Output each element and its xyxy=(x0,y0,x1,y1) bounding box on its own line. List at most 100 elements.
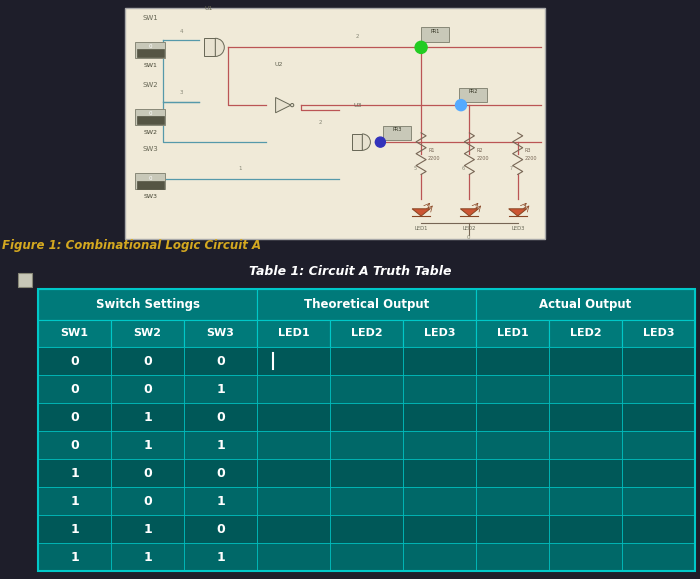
Bar xyxy=(476,459,549,487)
Bar xyxy=(257,459,330,487)
Text: 0: 0 xyxy=(216,467,225,479)
Bar xyxy=(18,273,32,287)
Bar xyxy=(38,431,111,459)
Text: 4: 4 xyxy=(180,30,183,35)
Bar xyxy=(622,320,695,347)
Text: SW2: SW2 xyxy=(142,82,158,87)
Bar xyxy=(38,459,111,487)
Bar xyxy=(111,543,184,571)
Bar xyxy=(549,487,622,515)
Text: 3: 3 xyxy=(180,90,183,94)
Bar xyxy=(136,49,164,57)
Text: 2200: 2200 xyxy=(477,156,489,161)
Text: 7: 7 xyxy=(510,166,513,171)
Bar xyxy=(330,459,403,487)
Bar xyxy=(622,403,695,431)
Bar xyxy=(257,543,330,571)
Bar xyxy=(184,375,257,403)
Text: 1: 1 xyxy=(143,551,152,564)
Wedge shape xyxy=(216,38,224,56)
Text: Actual Output: Actual Output xyxy=(540,298,631,310)
Polygon shape xyxy=(509,209,526,216)
Text: 2: 2 xyxy=(356,34,360,39)
Bar xyxy=(622,543,695,571)
Bar xyxy=(403,347,476,375)
Bar xyxy=(352,134,363,151)
Text: U1: U1 xyxy=(205,6,214,12)
Bar xyxy=(184,403,257,431)
Text: 1: 1 xyxy=(216,494,225,508)
Circle shape xyxy=(375,137,386,147)
Text: 0: 0 xyxy=(70,411,79,424)
Bar xyxy=(38,403,111,431)
Bar xyxy=(476,487,549,515)
Bar xyxy=(549,459,622,487)
Text: SW1: SW1 xyxy=(60,328,88,338)
Bar xyxy=(257,288,476,320)
Bar xyxy=(257,431,330,459)
Bar xyxy=(549,431,622,459)
Bar xyxy=(476,347,549,375)
Bar xyxy=(403,375,476,403)
Bar xyxy=(622,515,695,543)
Bar xyxy=(549,375,622,403)
Text: SW2: SW2 xyxy=(134,328,162,338)
Bar xyxy=(184,347,257,375)
Bar xyxy=(184,515,257,543)
Bar xyxy=(622,347,695,375)
Text: Figure 1: Combinational Logic Circuit A: Figure 1: Combinational Logic Circuit A xyxy=(2,239,261,252)
Bar xyxy=(549,515,622,543)
Bar xyxy=(476,431,549,459)
Text: 0: 0 xyxy=(70,439,79,452)
Text: SW3: SW3 xyxy=(142,146,158,152)
Bar xyxy=(330,320,403,347)
Bar xyxy=(403,431,476,459)
Bar xyxy=(476,375,549,403)
Text: LED3: LED3 xyxy=(511,226,524,230)
Bar xyxy=(38,288,695,320)
Text: PR1: PR1 xyxy=(430,29,440,34)
Text: 1: 1 xyxy=(70,467,79,479)
Bar xyxy=(403,487,476,515)
Text: SW1: SW1 xyxy=(142,14,158,21)
Bar xyxy=(136,181,164,189)
Bar xyxy=(38,320,111,347)
Bar xyxy=(184,459,257,487)
Bar xyxy=(330,487,403,515)
Bar xyxy=(403,543,476,571)
Text: PR3: PR3 xyxy=(393,127,402,133)
Bar xyxy=(257,487,330,515)
Bar xyxy=(384,126,412,140)
Bar xyxy=(257,515,330,543)
Bar xyxy=(622,459,695,487)
Bar xyxy=(257,320,330,347)
Text: SW3: SW3 xyxy=(206,328,235,338)
Text: 0: 0 xyxy=(216,354,225,368)
Bar xyxy=(184,431,257,459)
Bar xyxy=(111,403,184,431)
Bar xyxy=(111,375,184,403)
Text: 0: 0 xyxy=(148,44,152,49)
Text: U2: U2 xyxy=(274,62,283,67)
Bar xyxy=(330,347,403,375)
Bar xyxy=(403,515,476,543)
Text: U3: U3 xyxy=(354,104,363,108)
Bar xyxy=(38,347,111,375)
Bar xyxy=(111,431,184,459)
Text: LED2: LED2 xyxy=(570,328,601,338)
Polygon shape xyxy=(276,97,291,113)
Bar xyxy=(184,543,257,571)
Text: R3: R3 xyxy=(525,148,531,153)
Text: SW3: SW3 xyxy=(144,195,158,199)
Text: SW1: SW1 xyxy=(144,63,157,68)
Bar xyxy=(549,543,622,571)
Bar xyxy=(622,487,695,515)
Bar xyxy=(330,403,403,431)
Bar xyxy=(549,403,622,431)
Bar xyxy=(330,515,403,543)
Bar xyxy=(622,375,695,403)
Text: 1: 1 xyxy=(216,551,225,564)
Bar xyxy=(136,116,164,124)
Text: 6: 6 xyxy=(461,166,465,171)
Bar xyxy=(403,459,476,487)
